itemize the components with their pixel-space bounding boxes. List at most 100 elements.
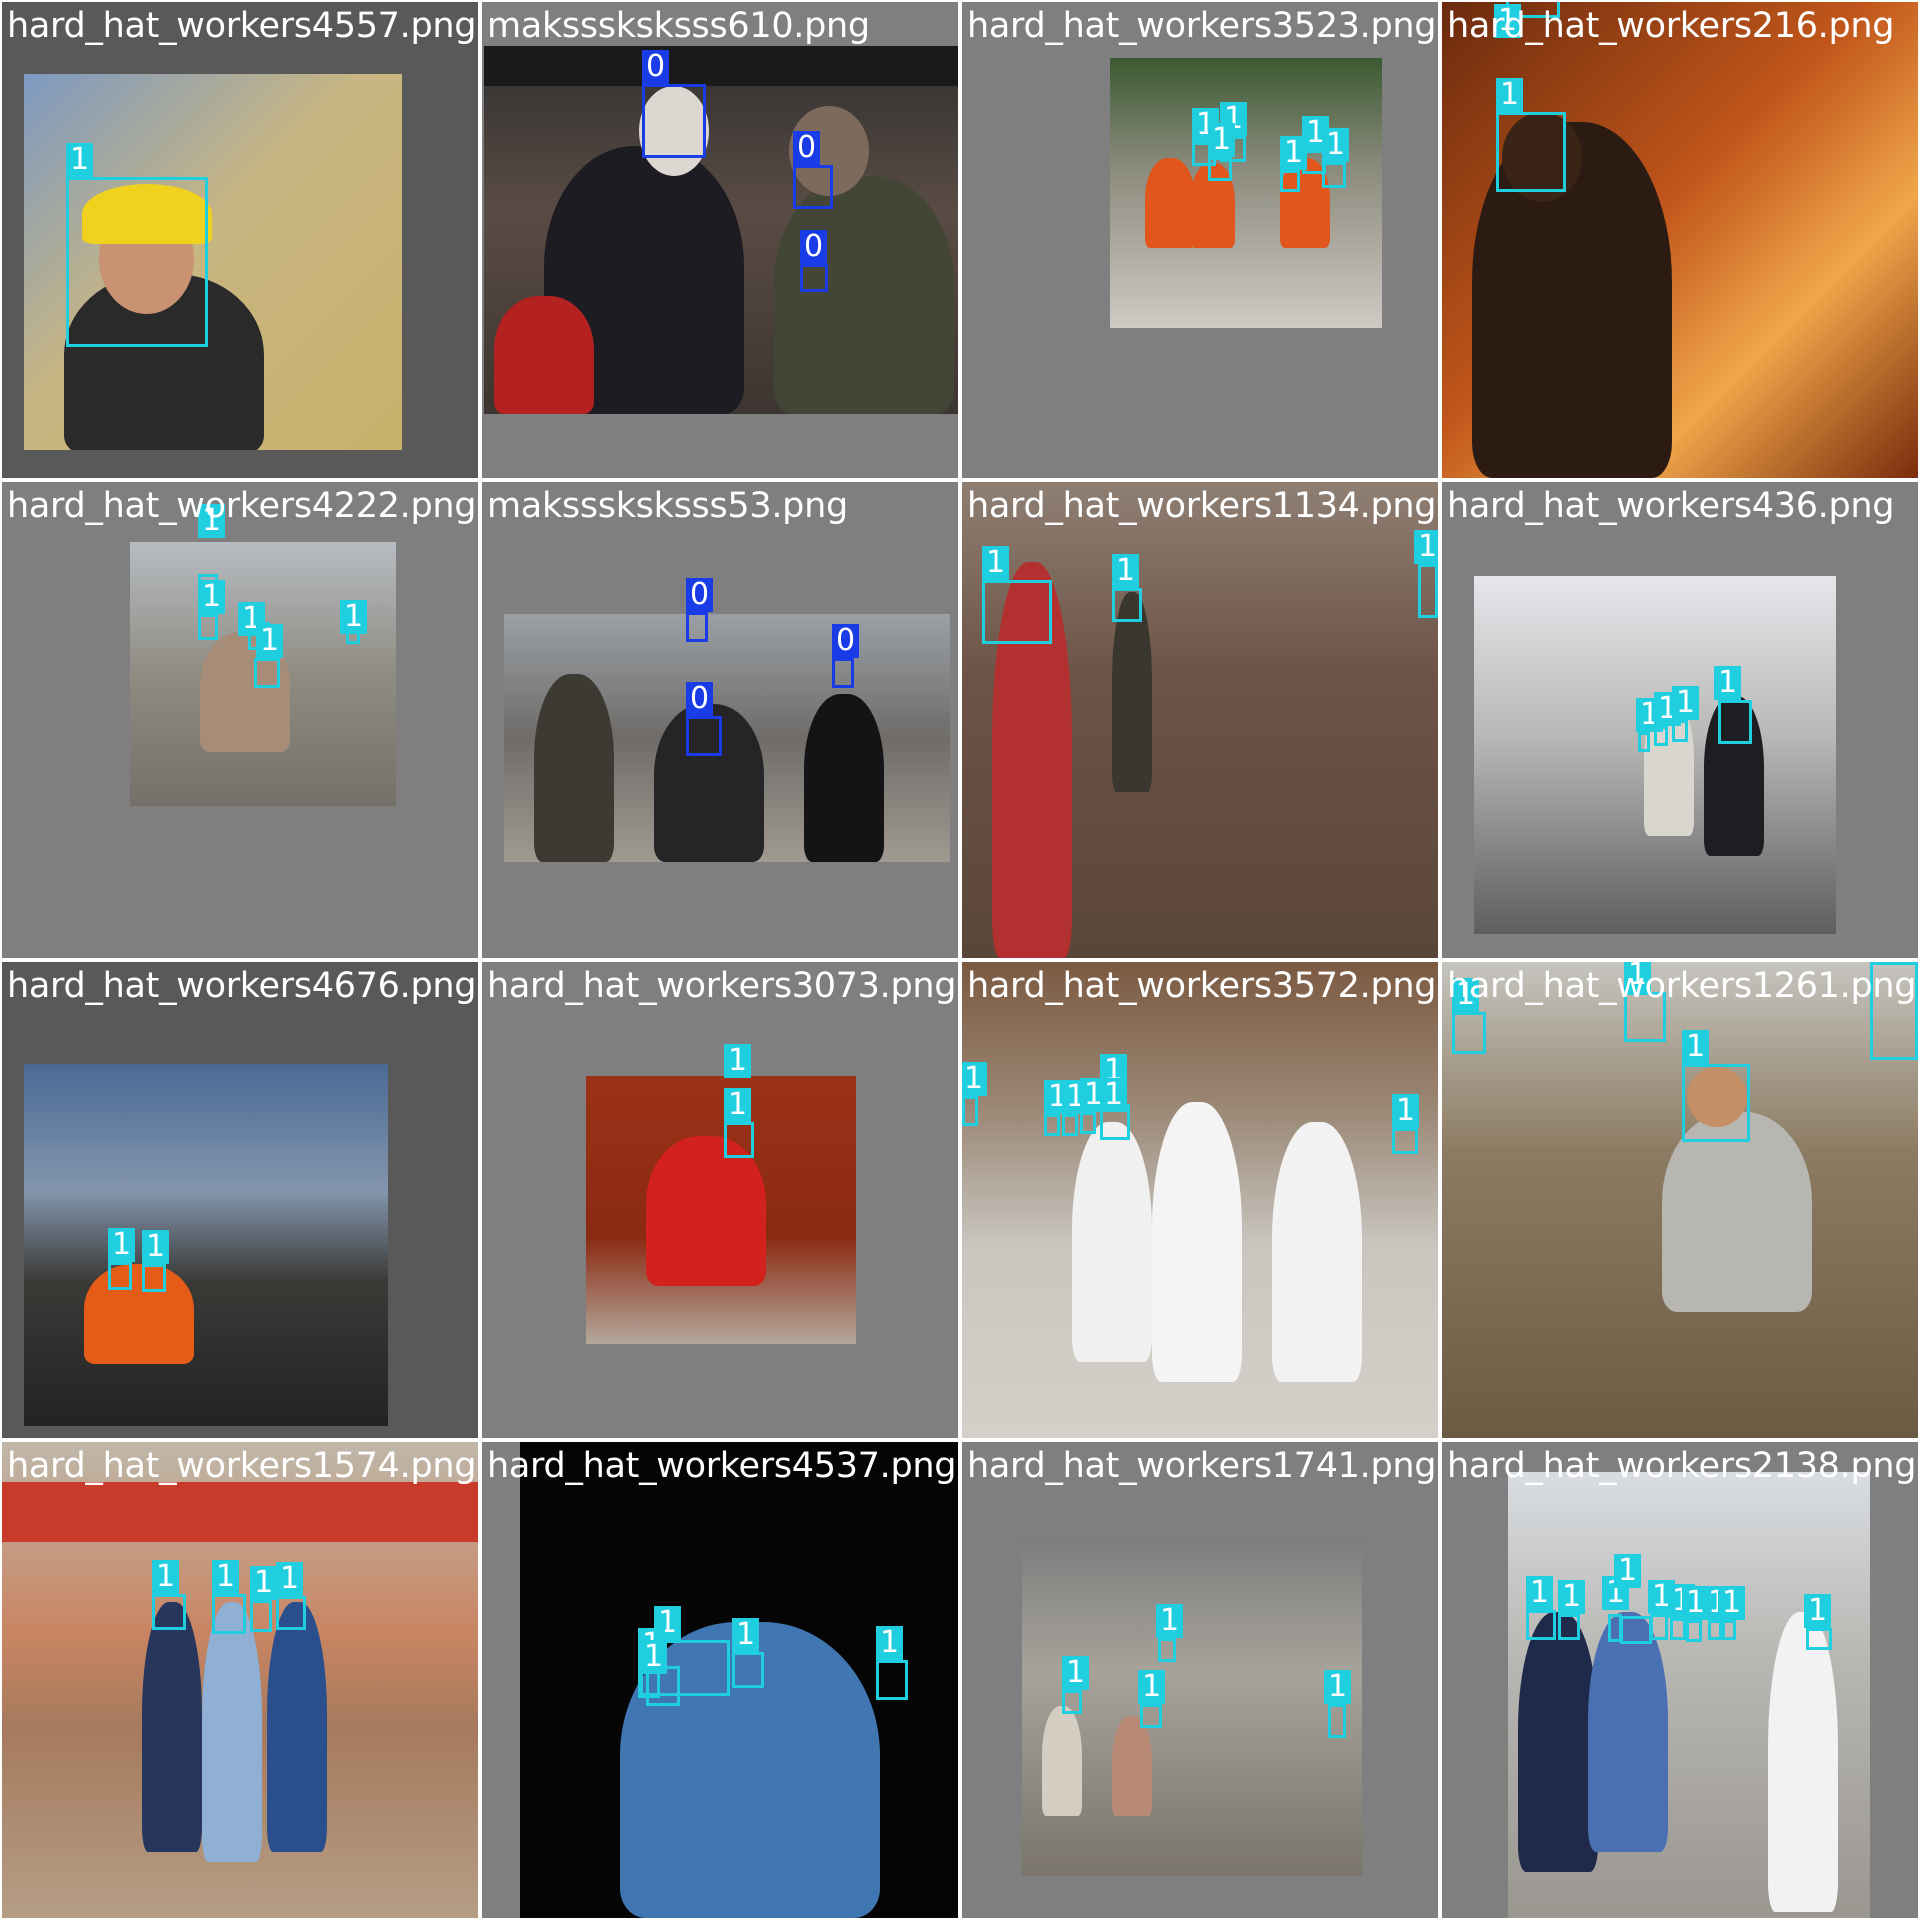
tile-filename: hard_hat_workers4557.png xyxy=(7,6,477,46)
detection-box xyxy=(1620,1616,1652,1644)
detection-box xyxy=(198,614,218,640)
tile-filename: hard_hat_workers216.png xyxy=(1447,6,1895,46)
detection-box xyxy=(1158,1638,1176,1662)
tile-filename: hard_hat_workers1574.png xyxy=(7,1446,477,1486)
photo xyxy=(1110,58,1382,328)
tile: 1 1 hard_hat_workers3073.png xyxy=(482,962,958,1438)
detection-box xyxy=(876,1660,908,1700)
photo xyxy=(504,614,950,862)
detection-box xyxy=(686,716,722,756)
detection-label: 1 xyxy=(212,1560,240,1594)
detection-label: 1 xyxy=(108,1228,136,1262)
tile: 1 hard_hat_workers4557.png xyxy=(2,2,478,478)
detection-box xyxy=(212,1594,246,1634)
detection-label: 0 xyxy=(686,682,714,716)
photo xyxy=(484,46,958,414)
detection-label: 0 xyxy=(832,624,860,658)
detection-box xyxy=(1140,1704,1162,1728)
detection-box xyxy=(1670,1618,1686,1640)
detection-box xyxy=(1138,1102,1140,1104)
detection-box xyxy=(66,177,208,347)
detection-label: 0 xyxy=(686,578,714,612)
detection-box xyxy=(832,658,854,688)
detection-box xyxy=(276,1596,306,1630)
tile: 1 1 1 hard_hat_workers1134.png xyxy=(962,482,1438,958)
detection-label: 1 xyxy=(1494,4,1522,38)
detection-box xyxy=(1682,1064,1750,1142)
detection-box xyxy=(1806,1628,1832,1650)
detection-label: 1 xyxy=(1648,1580,1676,1614)
tile: 1 1 1 1 1 1 1 1 1 1 hard_hat_workers2138… xyxy=(1442,1442,1918,1918)
detection-box xyxy=(1624,992,1666,1042)
detection-box xyxy=(1718,700,1752,744)
tile-filename: maksssksksss610.png xyxy=(487,6,870,46)
tile-filename: hard_hat_workers1741.png xyxy=(967,1446,1437,1486)
photo xyxy=(2,1442,478,1918)
detection-box xyxy=(254,658,280,688)
tile: 1 1 1 1 1 hard_hat_workers4222.png xyxy=(2,482,478,958)
detection-box xyxy=(1208,157,1232,181)
detection-label: 1 xyxy=(1614,1554,1642,1588)
tile-filename: hard_hat_workers3572.png xyxy=(967,966,1437,1006)
tile: 1 1 1 1 1 hard_hat_workers4537.png xyxy=(482,1442,958,1918)
photo xyxy=(1022,1536,1362,1876)
detection-label: 1 xyxy=(640,1640,668,1674)
tile: 0 0 0 maksssksksss53.png xyxy=(482,482,958,958)
detection-box xyxy=(1686,1620,1702,1642)
detection-label: 1 xyxy=(256,624,284,658)
detection-box xyxy=(1418,564,1438,618)
detection-box xyxy=(982,580,1052,644)
detection-box xyxy=(1708,1620,1722,1640)
detection-box xyxy=(152,1594,186,1630)
detection-label: 0 xyxy=(793,131,821,165)
detection-label: 1 xyxy=(1322,128,1350,162)
detection-label: 1 xyxy=(1526,1576,1554,1610)
detection-label: 1 xyxy=(152,1560,180,1594)
detection-box xyxy=(732,1652,764,1688)
detection-box xyxy=(793,165,833,209)
detection-box xyxy=(962,1096,978,1126)
tile-filename: hard_hat_workers3523.png xyxy=(967,6,1437,46)
detection-box xyxy=(1062,1690,1082,1714)
detection-box xyxy=(1558,1614,1580,1640)
detection-label: 1 xyxy=(66,143,94,177)
detection-label: 1 xyxy=(198,504,226,538)
tile-filename: hard_hat_workers436.png xyxy=(1447,486,1895,526)
detection-box xyxy=(800,264,828,292)
detection-label: 1 xyxy=(1682,1030,1710,1064)
tile-filename: maksssksksss53.png xyxy=(487,486,848,526)
detection-box xyxy=(1322,162,1346,188)
photo xyxy=(1442,2,1918,478)
tile: 1 1 hard_hat_workers4676.png xyxy=(2,962,478,1438)
photo xyxy=(962,482,1438,958)
detection-box xyxy=(1328,1704,1346,1738)
detection-box xyxy=(1280,170,1300,192)
detection-box xyxy=(1650,1614,1668,1640)
detection-box xyxy=(1452,1012,1486,1054)
detection-label: 1 xyxy=(1156,1604,1184,1638)
detection-box xyxy=(724,1078,726,1080)
detection-label: 1 xyxy=(982,546,1010,580)
detection-label: 1 xyxy=(1138,1670,1166,1704)
detection-label: 1 xyxy=(1558,1580,1586,1614)
detection-label: 1 xyxy=(276,1562,304,1596)
detection-label: 0 xyxy=(800,230,828,264)
detection-label: 1 xyxy=(1672,686,1700,720)
detection-box xyxy=(1080,1112,1096,1134)
detection-box xyxy=(142,1264,166,1292)
detection-box xyxy=(1638,732,1650,752)
tile-filename: hard_hat_workers1261.png xyxy=(1447,966,1917,1006)
detection-box xyxy=(1044,1114,1060,1136)
detection-label: 1 xyxy=(1112,554,1140,588)
detection-box xyxy=(724,1122,754,1158)
photo xyxy=(520,1442,958,1918)
tile-filename: hard_hat_workers4537.png xyxy=(487,1446,957,1486)
photo xyxy=(1508,1472,1870,1918)
detection-box xyxy=(1496,112,1566,192)
tile-filename: hard_hat_workers3073.png xyxy=(487,966,957,1006)
tile-filename: hard_hat_workers4222.png xyxy=(7,486,477,526)
detection-label: 1 xyxy=(198,580,226,614)
photo xyxy=(24,1064,388,1426)
detection-box xyxy=(1062,1114,1078,1136)
tile: 1 1 hard_hat_workers216.png xyxy=(1442,2,1918,478)
